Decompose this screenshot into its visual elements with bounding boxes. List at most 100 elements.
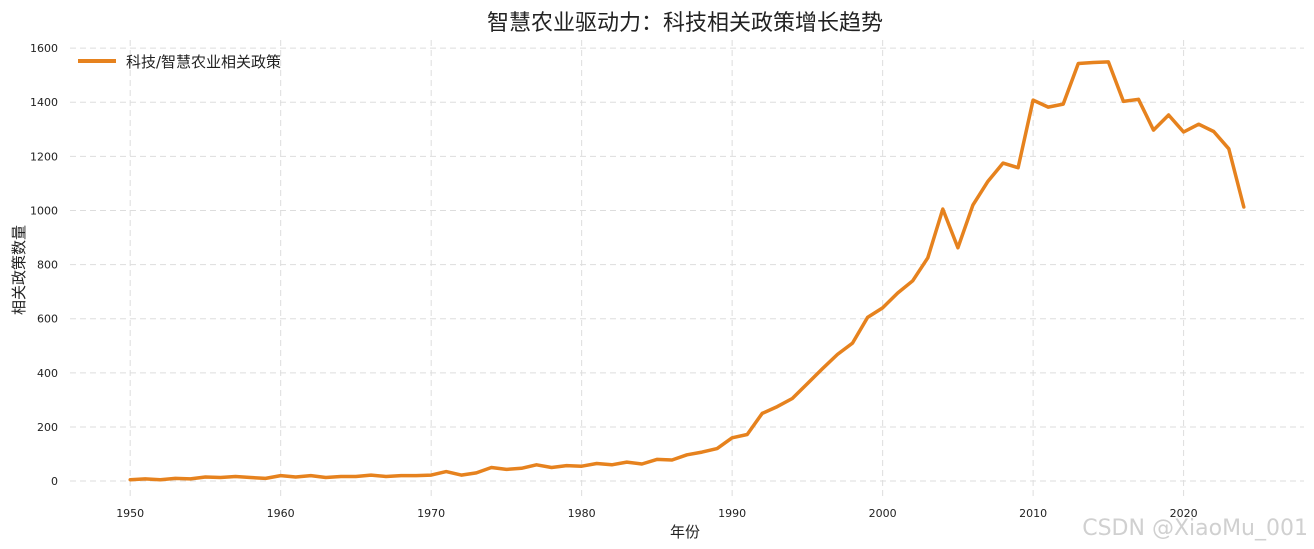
data-point (852, 342, 853, 344)
legend-label: 科技/智慧农业相关政策 (126, 53, 281, 71)
data-point (942, 208, 944, 210)
y-tick-label: 0 (51, 475, 58, 488)
data-point (596, 463, 598, 464)
data-point (1183, 131, 1185, 133)
data-point (235, 476, 236, 477)
data-point (1092, 62, 1094, 63)
data-point (761, 412, 763, 414)
data-point (536, 464, 537, 466)
tick-labels: 1950 1960 1970 1980 1990 2000 2010 2020 0 200 400 6… (30, 42, 1198, 520)
data-point (1243, 206, 1245, 208)
data-point (1153, 129, 1154, 131)
data-point (1032, 99, 1034, 101)
data-point (987, 180, 989, 182)
data-point (1138, 98, 1139, 100)
data-point (144, 478, 146, 480)
data-point (1047, 106, 1049, 108)
grid-layer (70, 40, 1304, 500)
data-point (776, 406, 778, 408)
series-line (128, 60, 1246, 482)
data-point (204, 476, 206, 478)
x-tick-label: 1960 (267, 507, 295, 520)
data-point (355, 476, 357, 477)
x-tick-label: 1970 (417, 507, 445, 520)
data-point (1002, 162, 1004, 164)
data-point (521, 467, 522, 469)
chart-title: 智慧农业驱动力：科技相关政策增长趋势 (487, 11, 883, 36)
x-tick-label: 1990 (718, 507, 746, 520)
data-point (806, 383, 808, 385)
data-point (1228, 148, 1230, 150)
data-point (957, 247, 959, 249)
data-point (220, 477, 221, 478)
y-tick-label: 1000 (30, 204, 58, 217)
data-point (385, 476, 387, 477)
data-point (641, 463, 643, 465)
watermark: CSDN @XiaoMu_001 (1082, 516, 1308, 541)
x-tick-label: 2000 (869, 507, 897, 520)
data-point (475, 472, 477, 474)
data-point (927, 257, 929, 259)
data-point (1122, 100, 1124, 102)
data-point (460, 474, 462, 476)
x-tick-label: 1980 (568, 507, 596, 520)
data-point (280, 475, 282, 477)
data-point (837, 353, 838, 355)
series-layer (128, 60, 1246, 482)
data-point (505, 468, 507, 470)
data-point (972, 204, 974, 206)
data-point (867, 316, 869, 318)
y-tick-label: 1600 (30, 42, 58, 55)
data-point (686, 454, 688, 456)
data-point (912, 280, 914, 282)
data-point (310, 475, 312, 477)
data-point (626, 461, 628, 463)
data-point (370, 474, 372, 476)
data-point (671, 459, 673, 461)
data-point (897, 292, 899, 294)
data-point (1168, 114, 1170, 116)
data-point (1062, 103, 1064, 105)
data-point (250, 477, 252, 478)
data-point (611, 464, 613, 466)
data-point (656, 458, 658, 460)
data-point (430, 474, 432, 476)
legend: 科技/智慧农业相关政策 (78, 53, 281, 71)
data-point (295, 476, 297, 478)
data-point (159, 479, 161, 481)
data-point (340, 476, 342, 477)
data-point (1017, 167, 1019, 169)
data-point (791, 398, 793, 399)
data-point (129, 479, 131, 481)
x-tick-label: 2020 (1170, 507, 1198, 520)
y-tick-label: 800 (37, 259, 58, 272)
data-point (746, 434, 748, 435)
data-point (566, 465, 568, 467)
data-point (415, 475, 417, 477)
data-point (581, 465, 583, 467)
y-tick-label: 1400 (30, 96, 58, 109)
y-tick-label: 1200 (30, 150, 58, 163)
data-point (551, 467, 553, 468)
data-point (325, 477, 327, 478)
data-point (265, 477, 267, 479)
data-point (400, 475, 402, 477)
data-point (1107, 61, 1109, 63)
data-point (174, 477, 176, 479)
x-tick-label: 1950 (116, 507, 144, 520)
data-point (1077, 63, 1079, 64)
y-tick-label: 400 (37, 367, 58, 380)
data-point (490, 467, 492, 468)
data-point (189, 478, 191, 480)
y-tick-label: 200 (37, 421, 58, 434)
data-point (731, 437, 733, 439)
y-axis-label: 相关政策数量 (10, 225, 28, 315)
data-point (445, 471, 447, 473)
data-point (1213, 131, 1215, 132)
data-point (716, 448, 718, 450)
x-tick-label: 2010 (1019, 507, 1047, 520)
data-point (821, 368, 823, 370)
data-point (1198, 123, 1200, 125)
data-point (701, 451, 703, 453)
